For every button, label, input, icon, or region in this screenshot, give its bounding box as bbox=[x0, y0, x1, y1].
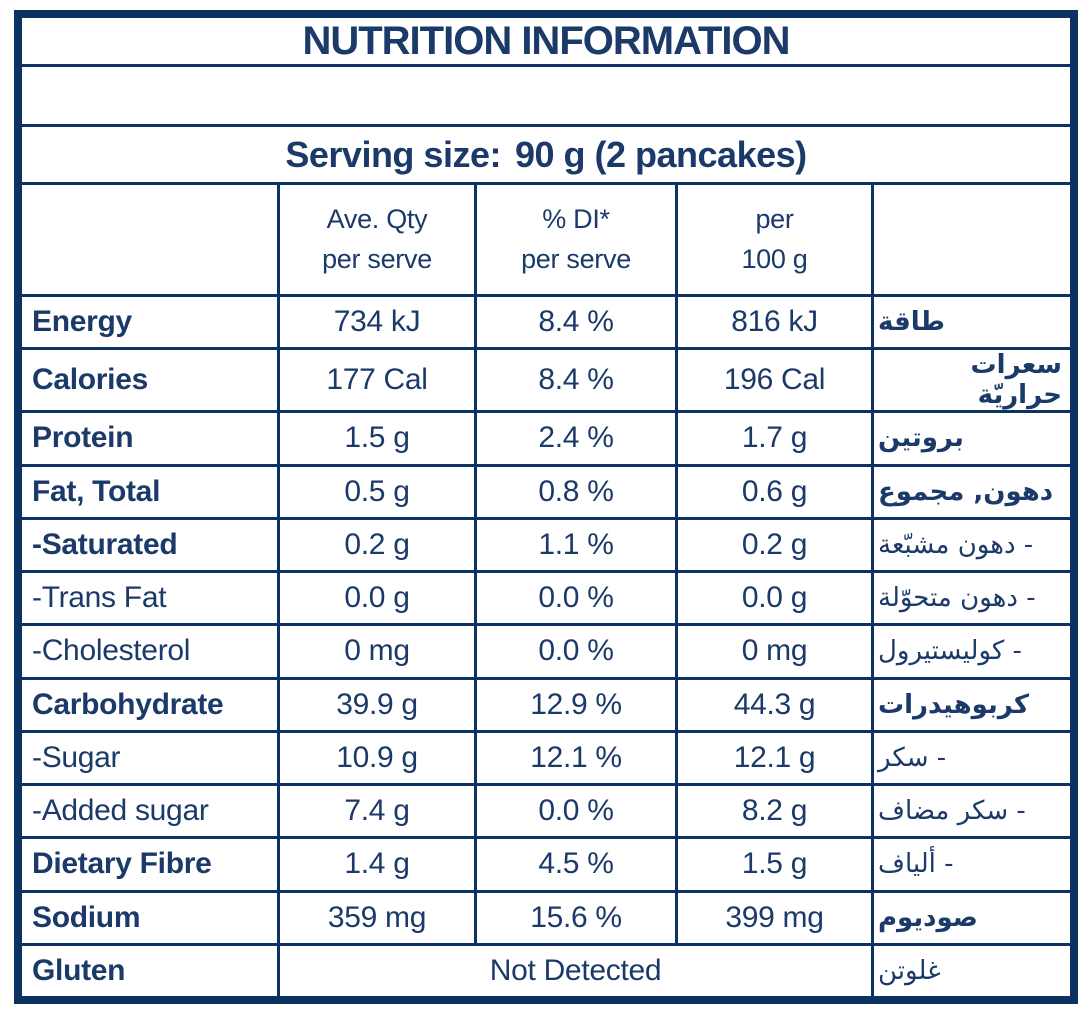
row-label: -Saturated bbox=[32, 527, 178, 561]
table-row: -Saturated 0.2 g 1.1 % 0.2 g- دهون مشبّعة bbox=[22, 516, 1070, 570]
per100-value: 0.0 g bbox=[675, 573, 871, 624]
per100-value: 44.3 g bbox=[675, 679, 871, 730]
per100-value: 196 Cal bbox=[675, 350, 871, 411]
row-span-value: Not Detected bbox=[277, 945, 871, 996]
ave-qty-value: 1.5 g bbox=[277, 413, 474, 464]
di-value: 12.1 % bbox=[474, 732, 675, 783]
row-label: Gluten bbox=[32, 953, 126, 987]
per100-value: 1.7 g bbox=[675, 413, 871, 464]
per100-value: 0 mg bbox=[675, 626, 871, 677]
header-per-100g-line2: 100 g bbox=[741, 243, 808, 274]
di-value: 2.4 % bbox=[474, 413, 675, 464]
row-label-arabic: - دهون مشبّعة bbox=[871, 519, 1070, 570]
di-value: 15.6 % bbox=[474, 892, 675, 943]
row-label-arabic: صوديوم bbox=[871, 892, 1070, 943]
ave-qty-value: 1.4 g bbox=[277, 839, 474, 890]
row-label-arabic: طاقة bbox=[871, 297, 1070, 348]
serving-size-value: 90 g (2 pancakes) bbox=[514, 133, 807, 175]
row-label-arabic: - سكر مضاف bbox=[871, 786, 1070, 837]
ave-qty-value: 0.0 g bbox=[277, 573, 474, 624]
row-label-arabic: - كوليستيرول bbox=[871, 626, 1070, 677]
ave-qty-value: 39.9 g bbox=[277, 679, 474, 730]
header-ave-qty: Ave. Qty per serve bbox=[277, 185, 474, 294]
table-row: Fat, Total 0.5 g 0.8 % 0.6 g دهون, مجموع bbox=[22, 463, 1070, 517]
header-empty-right bbox=[871, 185, 1070, 294]
row-label-arabic: بروتين bbox=[871, 413, 1070, 464]
di-value: 12.9 % bbox=[474, 679, 675, 730]
ave-qty-value: 7.4 g bbox=[277, 786, 474, 837]
ave-qty-value: 10.9 g bbox=[277, 732, 474, 783]
table-row: Gluten Not Detected غلوتن bbox=[22, 942, 1070, 996]
row-label-arabic: - دهون متحوّلة bbox=[871, 573, 1070, 624]
row-label-arabic: كربوهيدرات bbox=[871, 679, 1070, 730]
di-value: 0.0 % bbox=[474, 573, 675, 624]
row-label-arabic: غلوتن bbox=[871, 945, 1070, 996]
row-label: -Sugar bbox=[32, 740, 121, 774]
title-row: NUTRITION INFORMATION bbox=[22, 18, 1070, 64]
di-value: 0.0 % bbox=[474, 626, 675, 677]
table-header-row: Ave. Qty per serve % DI* per serve per 1… bbox=[22, 182, 1070, 294]
row-label-arabic: - ألياف bbox=[871, 839, 1070, 890]
header-di: % DI* per serve bbox=[474, 185, 675, 294]
serving-size-row: Serving size: 90 g (2 pancakes) bbox=[22, 124, 1070, 182]
di-value: 8.4 % bbox=[474, 297, 675, 348]
table-row: -Added sugar 7.4 g 0.0 % 8.2 g- سكر مضاف bbox=[22, 783, 1070, 837]
nutrition-table-body: Energy 734 kJ 8.4 % 816 kJ طاقة Calories 177 C… bbox=[22, 294, 1070, 996]
spacer-row bbox=[22, 64, 1070, 124]
ave-qty-value: 177 Cal bbox=[277, 350, 474, 411]
table-row: Calories 177 Cal 8.4 % 196 Cal سعرات حراريّة bbox=[22, 347, 1070, 411]
header-empty-left bbox=[22, 185, 277, 294]
row-label-arabic: سعرات حراريّة bbox=[871, 350, 1070, 411]
row-label: -Cholesterol bbox=[32, 634, 191, 668]
row-label-arabic: - سكر bbox=[871, 732, 1070, 783]
header-ave-qty-line2: per serve bbox=[322, 243, 432, 274]
per100-value: 0.2 g bbox=[675, 519, 871, 570]
header-di-line2: per serve bbox=[521, 243, 631, 274]
ave-qty-value: 0.5 g bbox=[277, 466, 474, 517]
ave-qty-value: 0.2 g bbox=[277, 519, 474, 570]
di-value: 0.8 % bbox=[474, 466, 675, 517]
serving-size-label: Serving size: bbox=[285, 133, 501, 175]
row-label: Protein bbox=[32, 421, 134, 455]
per100-value: 8.2 g bbox=[675, 786, 871, 837]
row-label: Carbohydrate bbox=[32, 687, 224, 721]
di-value: 8.4 % bbox=[474, 350, 675, 411]
per100-value: 399 mg bbox=[675, 892, 871, 943]
table-row: Dietary Fibre 1.4 g 4.5 % 1.5 g- ألياف bbox=[22, 836, 1070, 890]
row-label: Calories bbox=[32, 363, 148, 397]
per100-value: 1.5 g bbox=[675, 839, 871, 890]
row-label: Fat, Total bbox=[32, 474, 161, 508]
ave-qty-value: 359 mg bbox=[277, 892, 474, 943]
per100-value: 12.1 g bbox=[675, 732, 871, 783]
row-label: -Added sugar bbox=[32, 794, 209, 828]
row-label: -Trans Fat bbox=[32, 581, 167, 615]
di-value: 1.1 % bbox=[474, 519, 675, 570]
header-per-100g-line1: per bbox=[755, 204, 794, 235]
table-row: Carbohydrate 39.9 g 12.9 % 44.3 g كربوهيدرات bbox=[22, 676, 1070, 730]
di-value: 0.0 % bbox=[474, 786, 675, 837]
page-title: NUTRITION INFORMATION bbox=[302, 19, 790, 63]
per100-value: 0.6 g bbox=[675, 466, 871, 517]
row-label: Sodium bbox=[32, 900, 141, 934]
header-di-line1: % DI* bbox=[542, 204, 610, 235]
table-row: -Cholesterol 0 mg 0.0 % 0 mg - كوليستيرول bbox=[22, 623, 1070, 677]
table-row: -Sugar 10.9 g 12.1 % 12.1 g- سكر bbox=[22, 729, 1070, 783]
row-label-arabic: دهون, مجموع bbox=[871, 466, 1070, 517]
table-row: Energy 734 kJ 8.4 % 816 kJ طاقة bbox=[22, 294, 1070, 348]
row-label: Energy bbox=[32, 305, 132, 339]
table-row: Sodium 359 mg 15.6 % 399 mg صوديوم bbox=[22, 889, 1070, 943]
table-row: Protein 1.5 g 2.4 % 1.7 g بروتين bbox=[22, 410, 1070, 464]
header-ave-qty-line1: Ave. Qty bbox=[326, 204, 428, 235]
header-per-100g: per 100 g bbox=[675, 185, 871, 294]
row-label: Dietary Fibre bbox=[32, 847, 212, 881]
nutrition-label: NUTRITION INFORMATION Serving size: 90 g… bbox=[14, 10, 1078, 1004]
di-value: 4.5 % bbox=[474, 839, 675, 890]
table-row: -Trans Fat 0.0 g 0.0 % 0.0 g- دهون متحوّلة bbox=[22, 570, 1070, 624]
ave-qty-value: 734 kJ bbox=[277, 297, 474, 348]
per100-value: 816 kJ bbox=[675, 297, 871, 348]
ave-qty-value: 0 mg bbox=[277, 626, 474, 677]
